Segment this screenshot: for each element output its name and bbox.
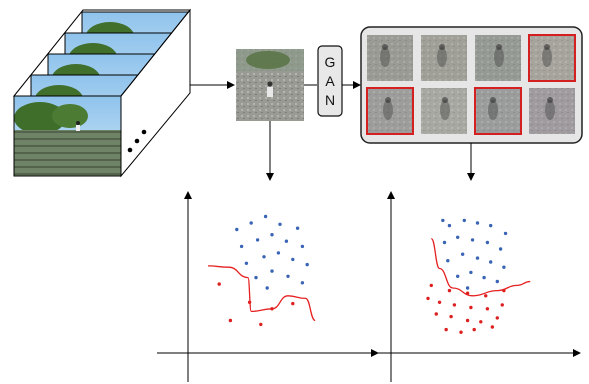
majority-class-dot xyxy=(270,233,274,237)
majority-class-dot xyxy=(456,235,460,239)
scatter-plot-left xyxy=(157,191,379,382)
majority-class-dot xyxy=(475,221,480,225)
generated-sample-tile xyxy=(421,88,467,134)
minority-class-dot xyxy=(447,288,452,293)
minority-class-dot xyxy=(452,303,457,307)
majority-class-dot xyxy=(489,260,493,264)
majority-class-dot xyxy=(485,240,490,245)
majority-class-dot xyxy=(239,244,244,249)
majority-class-dot xyxy=(254,275,258,280)
majority-class-dot xyxy=(276,251,281,255)
gan-letter-n: N xyxy=(325,92,335,108)
video-frame-stack xyxy=(12,8,192,178)
majority-class-dot xyxy=(498,247,503,251)
ellipsis-dots xyxy=(127,129,147,153)
majority-class-dot xyxy=(255,238,260,242)
generated-samples-panel xyxy=(360,26,583,144)
extracted-frame xyxy=(236,49,304,121)
majority-class-dot xyxy=(284,239,289,243)
minority-class-dot xyxy=(434,312,438,316)
minority-class-dot xyxy=(469,305,473,310)
minority-class-dot xyxy=(490,325,495,329)
minority-class-dot xyxy=(495,316,499,320)
minority-class-dot xyxy=(437,300,442,304)
front-video-frame xyxy=(13,95,122,177)
left-decision-boundary xyxy=(207,265,316,322)
minority-class-dot xyxy=(465,318,470,323)
majority-class-dot xyxy=(441,218,445,223)
majority-class-dot xyxy=(482,275,486,280)
highlight-border xyxy=(366,87,414,135)
gan-letter-g: G xyxy=(325,54,336,70)
right-decision-boundary xyxy=(430,237,531,297)
majority-class-dot xyxy=(295,226,300,230)
minority-class-dot xyxy=(485,307,490,311)
majority-class-dot xyxy=(305,262,309,267)
majority-class-dot xyxy=(442,240,447,245)
highlight-border xyxy=(528,34,576,82)
majority-class-dot xyxy=(469,270,473,275)
generated-sample-tile xyxy=(367,35,413,81)
majority-class-dot xyxy=(460,252,465,256)
majority-class-dot xyxy=(244,261,249,265)
majority-class-dot xyxy=(286,274,290,278)
minority-class-dot xyxy=(429,283,433,288)
minority-class-dot xyxy=(228,318,233,323)
generated-sample-tile xyxy=(475,35,521,81)
minority-class-dot xyxy=(484,294,488,298)
majority-class-dot xyxy=(446,259,450,263)
highlight-border xyxy=(474,87,522,135)
majority-class-dot xyxy=(278,222,282,226)
generated-sample-tile xyxy=(529,88,575,134)
generated-sample-tile xyxy=(421,35,467,81)
gan-block: G A N xyxy=(317,45,343,117)
minority-class-dot xyxy=(500,303,504,307)
minority-class-dot xyxy=(291,301,295,306)
generated-sample-tile xyxy=(366,87,414,135)
minority-class-dot xyxy=(259,322,263,327)
generated-sample-tile xyxy=(528,34,576,82)
gan-letter-a: A xyxy=(325,73,335,89)
minority-class-dot xyxy=(479,320,483,324)
minority-class-dot xyxy=(472,327,476,332)
minority-class-dot xyxy=(444,327,448,332)
majority-class-dot xyxy=(235,227,239,232)
majority-class-dot xyxy=(470,238,475,242)
minority-class-dot xyxy=(426,296,430,301)
majority-class-dot xyxy=(265,286,269,290)
majority-class-dot xyxy=(249,221,253,225)
minority-class-dot xyxy=(449,314,453,319)
minority-class-dot xyxy=(459,330,463,334)
minority-class-dot xyxy=(217,282,221,286)
majority-class-dot xyxy=(475,256,480,260)
majority-class-dot xyxy=(447,223,452,228)
majority-class-dot xyxy=(291,257,295,262)
scatter-plot-right xyxy=(364,191,581,382)
majority-class-dot xyxy=(270,269,274,273)
majority-class-dot xyxy=(456,274,460,278)
majority-class-dot xyxy=(462,218,466,223)
generated-sample-tile xyxy=(474,87,522,135)
majority-class-dot xyxy=(502,265,506,269)
majority-class-dot xyxy=(489,223,493,228)
majority-class-dot xyxy=(263,214,268,219)
majority-class-dot xyxy=(262,255,266,259)
majority-class-dot xyxy=(300,244,305,249)
majority-class-dot xyxy=(300,281,305,285)
majority-class-dot xyxy=(465,286,470,290)
majority-class-dot xyxy=(503,231,508,236)
majority-class-dot xyxy=(495,279,499,284)
